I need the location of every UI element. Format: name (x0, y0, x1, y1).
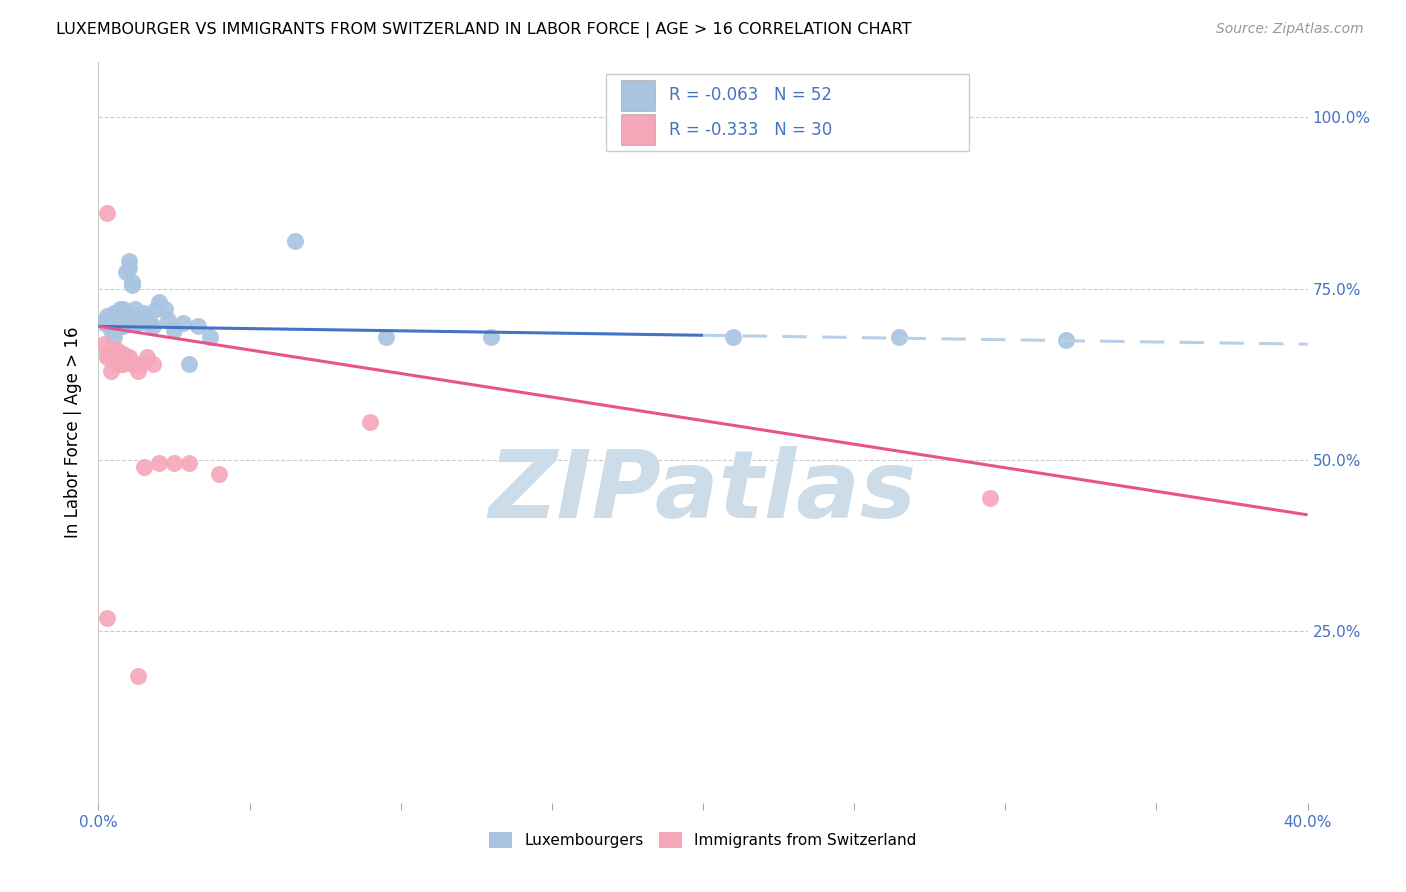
Point (1054, 333, 1077, 347)
Text: R = -0.333   N = 30: R = -0.333 N = 30 (669, 120, 832, 138)
Point (127, 309, 149, 323)
Point (124, 302, 146, 317)
Point (129, 309, 152, 323)
Point (105, 306, 128, 320)
Point (96, 312, 118, 326)
Point (111, 347, 134, 361)
Point (124, 316, 146, 330)
Point (93, 316, 115, 330)
Point (163, 457, 186, 471)
Point (692, 477, 714, 491)
Point (132, 459, 155, 474)
Point (127, 364, 149, 378)
Point (187, 319, 209, 334)
Point (93, 336, 115, 351)
Point (156, 312, 179, 326)
Text: Source: ZipAtlas.com: Source: ZipAtlas.com (1216, 22, 1364, 37)
Point (100, 364, 122, 378)
Point (723, 329, 745, 343)
Point (96, 309, 118, 323)
Point (208, 467, 231, 481)
Point (284, 234, 307, 248)
Point (103, 350, 125, 364)
Point (108, 316, 131, 330)
Point (100, 323, 122, 337)
Point (163, 323, 186, 337)
FancyBboxPatch shape (621, 79, 655, 111)
Point (132, 306, 155, 320)
Point (108, 312, 131, 326)
Point (100, 319, 122, 334)
Point (135, 316, 157, 330)
Point (111, 319, 134, 334)
Point (142, 319, 165, 334)
Point (111, 302, 134, 317)
Point (114, 316, 136, 330)
Point (114, 264, 136, 278)
Point (105, 316, 128, 330)
Point (108, 306, 131, 320)
Point (148, 457, 170, 471)
Point (114, 309, 136, 323)
Point (121, 278, 143, 293)
Point (153, 302, 176, 317)
Point (148, 295, 170, 310)
Text: LUXEMBOURGER VS IMMIGRANTS FROM SWITZERLAND IN LABOR FORCE | AGE > 16 CORRELATIO: LUXEMBOURGER VS IMMIGRANTS FROM SWITZERL… (56, 22, 911, 38)
Point (114, 350, 136, 364)
Point (360, 415, 382, 429)
Point (118, 350, 141, 364)
Legend: Luxembourgers, Immigrants from Switzerland: Luxembourgers, Immigrants from Switzerla… (484, 826, 922, 855)
Point (145, 302, 167, 317)
Point (127, 316, 149, 330)
FancyBboxPatch shape (621, 114, 655, 145)
Point (108, 319, 131, 334)
Y-axis label: In Labor Force | Age > 16: In Labor Force | Age > 16 (65, 326, 83, 539)
Point (96, 350, 118, 364)
Point (108, 357, 131, 371)
Point (481, 329, 503, 343)
Point (103, 319, 125, 334)
Point (96, 610, 118, 624)
Point (172, 316, 194, 330)
Point (129, 357, 152, 371)
Point (139, 316, 162, 330)
Point (121, 275, 143, 289)
Text: R = -0.063   N = 52: R = -0.063 N = 52 (669, 87, 832, 104)
Point (374, 329, 396, 343)
Point (179, 357, 201, 371)
Point (105, 312, 128, 326)
Point (121, 357, 143, 371)
Point (103, 306, 125, 320)
Point (105, 357, 128, 371)
Point (111, 312, 134, 326)
Point (135, 350, 157, 364)
Point (889, 329, 911, 343)
Point (103, 312, 125, 326)
Point (105, 309, 128, 323)
Point (103, 343, 125, 358)
Point (179, 457, 201, 471)
Point (103, 329, 125, 343)
FancyBboxPatch shape (606, 73, 969, 152)
Point (96, 206, 118, 220)
Point (142, 357, 165, 371)
Point (118, 254, 141, 268)
Point (96, 347, 118, 361)
Point (118, 261, 141, 276)
Point (108, 302, 131, 317)
Point (127, 669, 149, 683)
Point (200, 329, 222, 343)
Point (124, 357, 146, 371)
Text: ZIPatlas: ZIPatlas (489, 446, 917, 538)
Point (979, 491, 1001, 505)
Point (105, 343, 128, 358)
Point (111, 357, 134, 371)
